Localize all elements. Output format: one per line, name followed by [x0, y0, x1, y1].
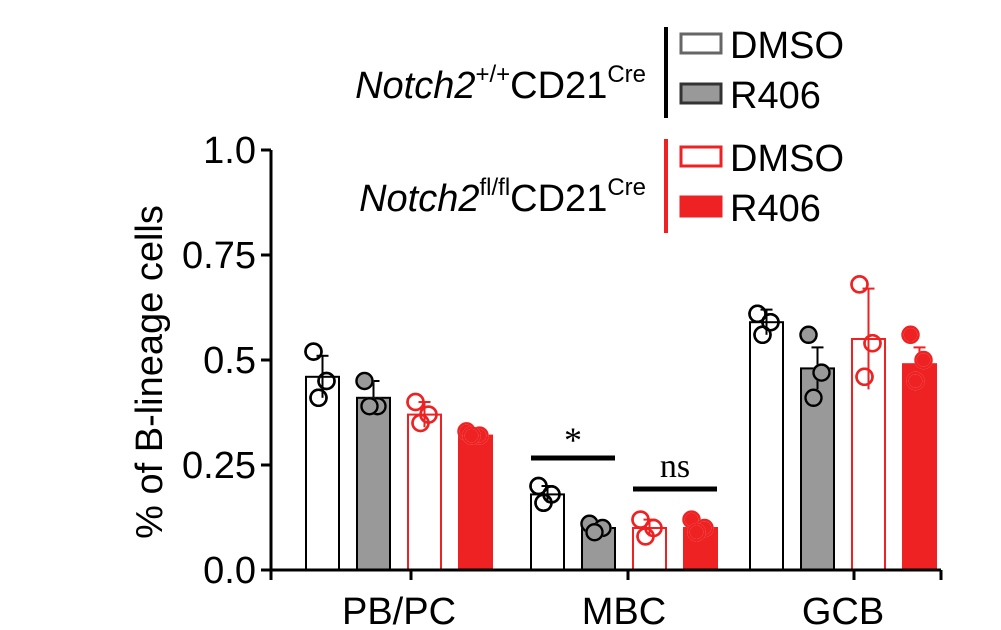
data-point-outline [585, 522, 604, 542]
data-point-outline [804, 388, 823, 408]
data-point-outline [753, 325, 772, 345]
y-tick-label: 1.0 [203, 130, 256, 172]
x-tick-label: GCB [802, 591, 884, 630]
data-point-outline [855, 367, 874, 387]
data-point-outline [799, 325, 818, 345]
bar [356, 396, 391, 571]
legend-group-label: Notch2+/+CD21Cre [355, 61, 646, 107]
data-point-outline [304, 342, 323, 361]
data-point-outline [462, 426, 481, 445]
legend-series-label: R406 [730, 188, 821, 230]
data-point-outline [914, 350, 933, 370]
bar [458, 434, 493, 571]
legend-swatch [679, 145, 723, 168]
data-point-outline [411, 413, 430, 433]
bar [407, 413, 442, 571]
significance-star: * [564, 420, 582, 460]
data-point-outline [317, 371, 336, 391]
bar [749, 321, 784, 572]
data-point-outline [406, 392, 425, 412]
y-tick-label: 0.5 [203, 340, 256, 382]
legend-swatch [679, 82, 723, 105]
data-point-outline [631, 510, 650, 529]
x-tick-label: PB/PC [342, 591, 456, 630]
bar [902, 363, 937, 572]
data-point-outline [636, 527, 655, 546]
y-tick-label: 0.0 [203, 550, 256, 592]
significance-ns: ns [660, 448, 690, 485]
legend-swatch [679, 195, 723, 218]
data-point-outline [748, 304, 767, 324]
legend-series-label: DMSO [730, 25, 844, 67]
bar [530, 493, 565, 571]
data-points [304, 275, 933, 546]
legend-series-label: R406 [730, 75, 821, 117]
data-point-outline [906, 371, 925, 391]
y-tick-label: 0.25 [182, 445, 256, 487]
data-point-outline [850, 275, 869, 294]
significance-annotations: * ns [531, 420, 717, 492]
legend: Notch2+/+CD21Cre Notch2fl/flCD21Cre DMSO R4… [355, 25, 844, 233]
data-point-outline [355, 371, 374, 391]
x-axis: PB/PC MBC GCB [269, 568, 943, 630]
bars [305, 321, 937, 572]
legend-group-label: Notch2fl/flCD21Cre [359, 174, 646, 220]
y-tick-label: 0.75 [182, 235, 256, 277]
legend-swatch [679, 32, 723, 55]
data-point-outline [529, 476, 548, 496]
data-point-outline [534, 493, 553, 513]
data-point-outline [360, 396, 379, 416]
data-point-outline [863, 333, 882, 353]
data-point-outline [309, 388, 328, 408]
data-point-outline [687, 522, 706, 542]
y-axis: 0.0 0.25 0.5 0.75 1.0 [182, 130, 273, 592]
x-tick-label: MBC [582, 591, 666, 630]
data-point-outline [901, 325, 920, 345]
data-point-outline [812, 363, 831, 382]
legend-series-label: DMSO [730, 138, 844, 180]
y-axis-label: % of B-lineage cells [129, 205, 171, 539]
